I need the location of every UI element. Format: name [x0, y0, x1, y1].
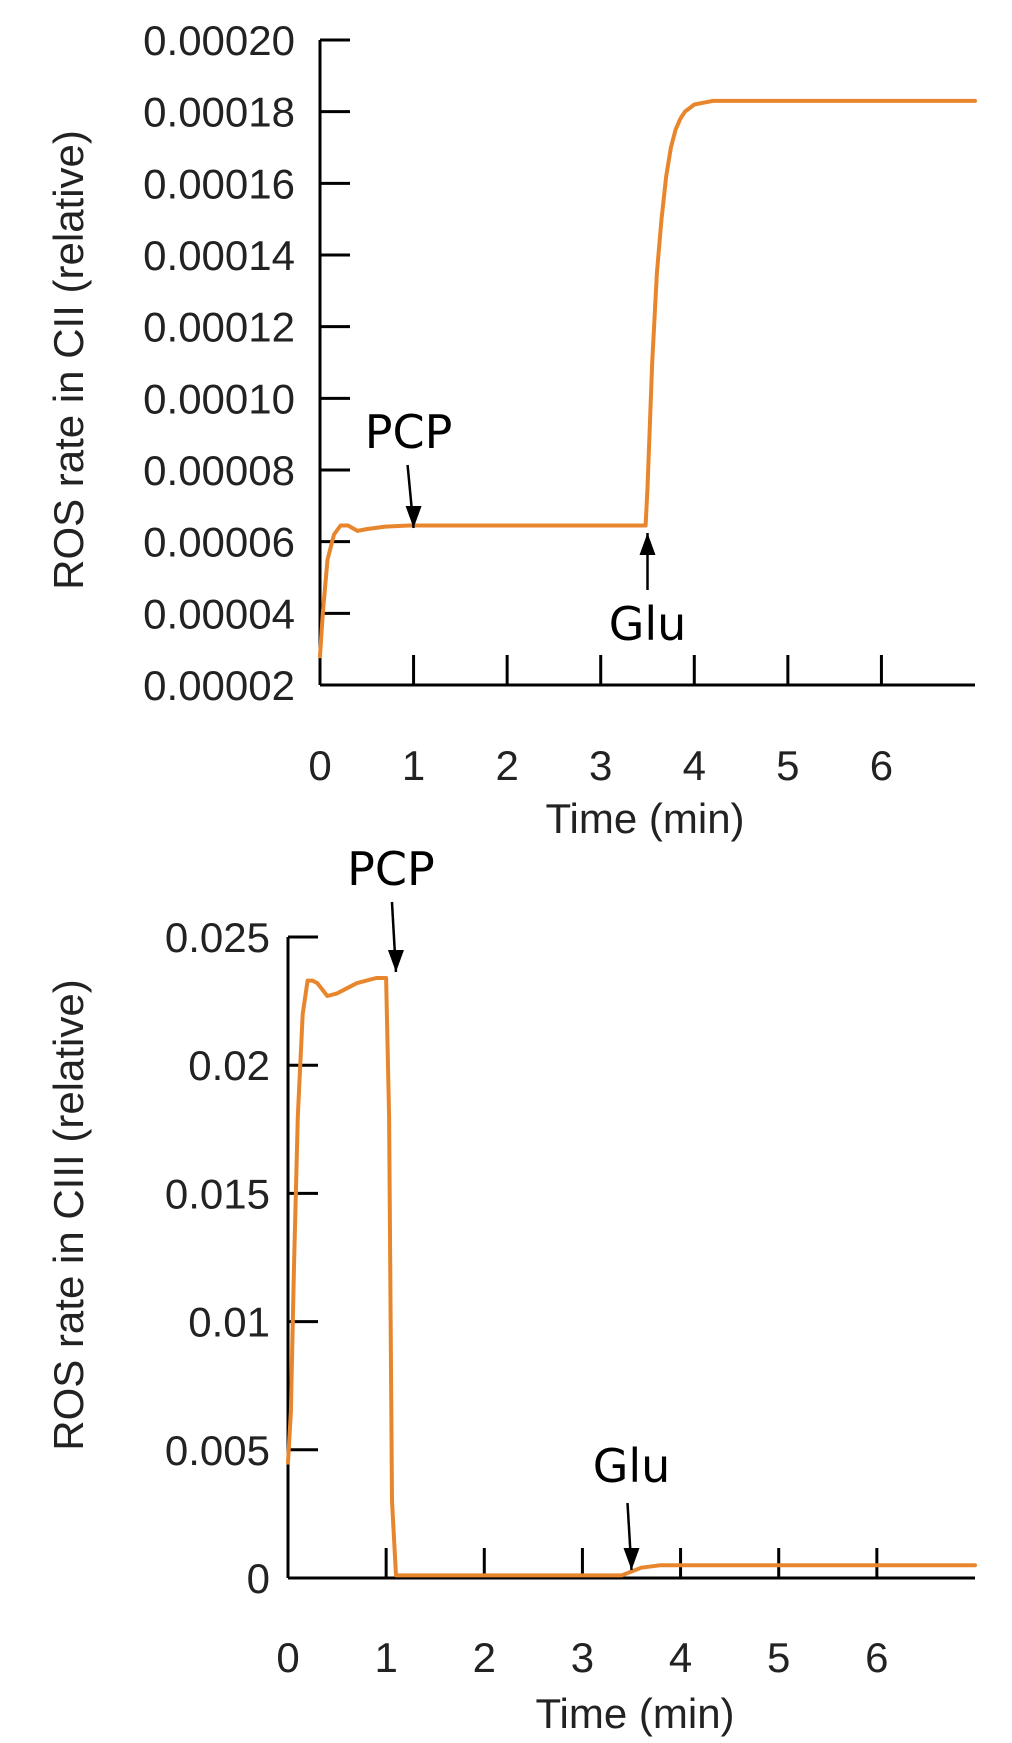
y-tick-label: 0.00018 — [143, 89, 295, 136]
y-tick-label: 0.00016 — [143, 160, 295, 207]
y-tick-label: 0 — [247, 1555, 270, 1602]
x-tick-label: 2 — [495, 742, 518, 789]
cii-ros-chart: 0.00002 0.00004 0.00006 0.00008 0.00010 0.000… — [45, 17, 977, 842]
glu-annotation-arrowhead — [623, 1548, 640, 1570]
y-tick-label: 0.00008 — [143, 447, 295, 494]
x-tick-label: 0 — [276, 1634, 299, 1681]
y-tick-label: 0.00020 — [143, 17, 295, 64]
x-tick-label: 3 — [589, 742, 612, 789]
y-tick-label: 0.01 — [188, 1299, 270, 1346]
y-tick-label: 0.005 — [165, 1427, 270, 1474]
y-tick-label: 0.00012 — [143, 304, 295, 351]
x-tick-label: 4 — [669, 1634, 692, 1681]
y-tick-label: 0.00002 — [143, 662, 295, 709]
y-tick-label: 0.02 — [188, 1042, 270, 1089]
y-axis-title: ROS rate in CII (relative) — [45, 130, 92, 590]
x-tick-label: 1 — [402, 742, 425, 789]
series-line — [318, 98, 977, 659]
y-tick-label: 0.00006 — [143, 519, 295, 566]
x-tick-label: 2 — [473, 1634, 496, 1681]
glu-annotation-label: Glu — [609, 597, 687, 651]
y-tick-label: 0.015 — [165, 1170, 270, 1217]
pcp-annotation-arrowhead — [405, 506, 422, 528]
y-tick-label: 0.025 — [165, 914, 270, 961]
x-tick-label: 4 — [683, 742, 706, 789]
x-tick-label: 6 — [870, 742, 893, 789]
x-tick-label: 1 — [374, 1634, 397, 1681]
pcp-annotation-arrowhead — [387, 950, 404, 972]
x-tick-label: 0 — [308, 742, 331, 789]
glu-annotation-label: Glu — [593, 1439, 671, 1493]
glu-annotation-arrowhead — [639, 533, 656, 555]
x-tick-label: 6 — [865, 1634, 888, 1681]
ciii-ros-chart: 0 0.005 0.01 0.015 0.02 0.025 0 1 2 3 4 5 6 Time (min… — [45, 842, 977, 1737]
y-tick-label: 0.00014 — [143, 232, 295, 279]
series-line — [286, 976, 977, 1578]
x-tick-label: 5 — [776, 742, 799, 789]
x-axis-title: Time (min) — [545, 795, 744, 842]
x-tick-label: 5 — [767, 1634, 790, 1681]
y-tick-label: 0.00004 — [143, 590, 295, 637]
pcp-annotation-label: PCP — [347, 842, 435, 896]
y-axis-title: ROS rate in CIII (relative) — [45, 979, 92, 1450]
pcp-annotation-label: PCP — [365, 405, 453, 459]
x-axis-title: Time (min) — [535, 1690, 734, 1737]
x-tick-label: 3 — [571, 1634, 594, 1681]
y-tick-label: 0.00010 — [143, 375, 295, 422]
